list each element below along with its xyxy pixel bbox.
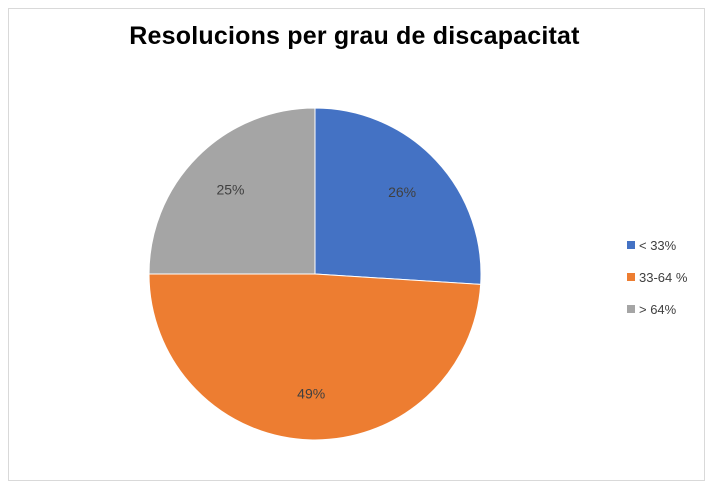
legend-swatch <box>627 305 635 313</box>
pie-slice-33-64 <box>148 273 482 441</box>
data-label-greater-64: 25% <box>216 182 244 198</box>
pie-slices <box>148 107 482 441</box>
legend-label: > 64% <box>639 301 677 317</box>
data-label-less-33: 26% <box>388 184 416 200</box>
chart-title: Resolucions per grau de discapacitat <box>129 22 580 50</box>
legend-label: 33-64 % <box>639 269 688 285</box>
legend-item-greater-64: > 64% <box>627 300 687 318</box>
legend-swatch <box>627 273 635 281</box>
pie-data-labels: 26% 49% 25% <box>216 182 416 402</box>
legend-item-33-64: 33-64 % <box>627 268 687 286</box>
data-label-33-64: 49% <box>297 386 325 402</box>
legend: < 33% 33-64 % > 64% <box>627 236 687 332</box>
pie-slice-less-33 <box>314 107 482 285</box>
legend-swatch <box>627 241 635 249</box>
legend-label: < 33% <box>639 237 677 253</box>
legend-item-less-33: < 33% <box>627 236 687 254</box>
pie-slice-greater-64 <box>148 107 316 275</box>
